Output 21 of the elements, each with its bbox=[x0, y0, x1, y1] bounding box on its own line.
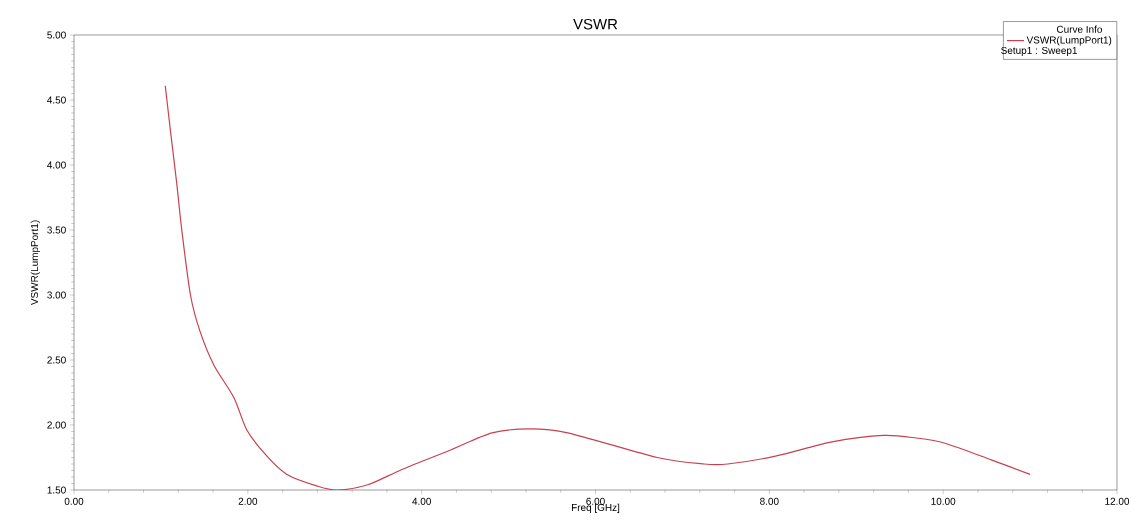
y-tick-label: 4.50 bbox=[47, 96, 66, 104]
y-tick-label: 3.50 bbox=[47, 226, 66, 234]
x-tick-label: 8.00 bbox=[760, 497, 779, 505]
y-tick-label: 2.00 bbox=[47, 421, 66, 429]
y-tick-label: 3.00 bbox=[47, 291, 66, 299]
x-tick-label: 10.00 bbox=[931, 497, 956, 505]
annotation: Setup1 : Sweep1 bbox=[1001, 46, 1077, 56]
x-tick-label: 2.00 bbox=[238, 497, 258, 505]
legend-title: Curve Info bbox=[1056, 25, 1102, 33]
y-tick-label: 1.50 bbox=[47, 486, 66, 494]
line-series bbox=[164, 85, 1031, 490]
y-tick-label: 4.00 bbox=[47, 161, 66, 169]
chart-title: VSWR bbox=[573, 18, 618, 30]
y-tick-label: 5.00 bbox=[47, 31, 66, 39]
legend-label: VSWR(LumpPort1) bbox=[1026, 36, 1112, 46]
x-tick-label: 6.00 bbox=[586, 497, 605, 505]
x-tick-label: 0.00 bbox=[64, 497, 84, 505]
x-tick-label: 4.00 bbox=[412, 497, 431, 505]
x-tick-label: 12.00 bbox=[1105, 497, 1130, 505]
y-tick-label: 2.50 bbox=[47, 356, 66, 364]
y-axis-title: VSWR(LumpPort1) bbox=[30, 220, 40, 306]
